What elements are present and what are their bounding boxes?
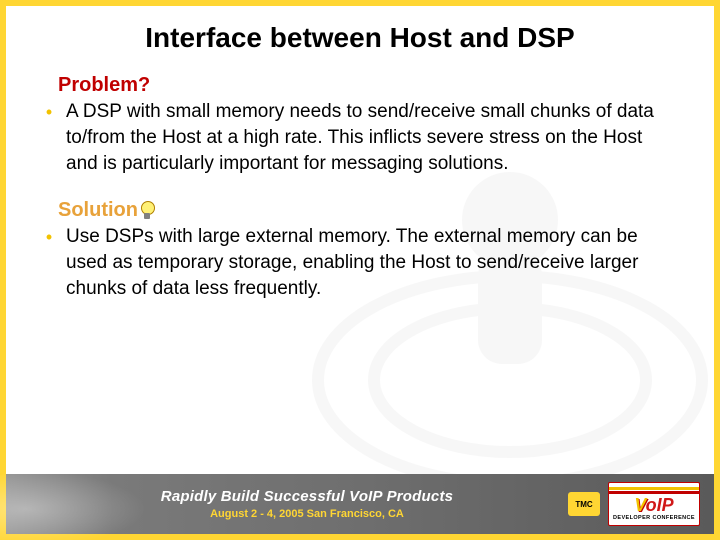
bullet-icon: • — [42, 224, 56, 302]
voip-logo-rest: oIP — [646, 495, 674, 515]
section-solution: Solution • Use DSPs with large external … — [42, 199, 678, 302]
tmc-logo: TMC — [568, 492, 600, 516]
voip-logo-main: VoIP — [634, 496, 673, 514]
voip-logo-stripe — [609, 487, 699, 490]
list-item: • A DSP with small memory needs to send/… — [42, 99, 678, 177]
lightbulb-icon — [140, 201, 154, 221]
footer-text-block: Rapidly Build Successful VoIP Products A… — [6, 488, 568, 520]
slide-content: Interface between Host and DSP Problem? … — [0, 0, 720, 302]
voip-logo: VoIP DEVELOPER CONFERENCE — [608, 482, 700, 526]
voip-logo-stripe — [609, 491, 699, 494]
footer-main-text: Rapidly Build Successful VoIP Products — [46, 488, 568, 505]
problem-body: A DSP with small memory needs to send/re… — [66, 99, 678, 177]
voip-logo-sub: DEVELOPER CONFERENCE — [613, 515, 695, 521]
slide-title: Interface between Host and DSP — [42, 22, 678, 54]
voip-logo-v: V — [634, 495, 645, 515]
section-problem: Problem? • A DSP with small memory needs… — [42, 74, 678, 177]
frame-border-bottom — [0, 534, 720, 540]
list-item: • Use DSPs with large external memory. T… — [42, 224, 678, 302]
footer-sub-text: August 2 - 4, 2005 San Francisco, CA — [46, 508, 568, 520]
solution-label: Solution — [58, 199, 154, 222]
problem-label: Problem? — [58, 74, 150, 97]
bullet-icon: • — [42, 99, 56, 177]
solution-body: Use DSPs with large external memory. The… — [66, 224, 678, 302]
footer-bar: Rapidly Build Successful VoIP Products A… — [6, 474, 714, 534]
footer-logos: TMC VoIP DEVELOPER CONFERENCE — [568, 482, 714, 526]
solution-label-text: Solution — [58, 199, 138, 222]
